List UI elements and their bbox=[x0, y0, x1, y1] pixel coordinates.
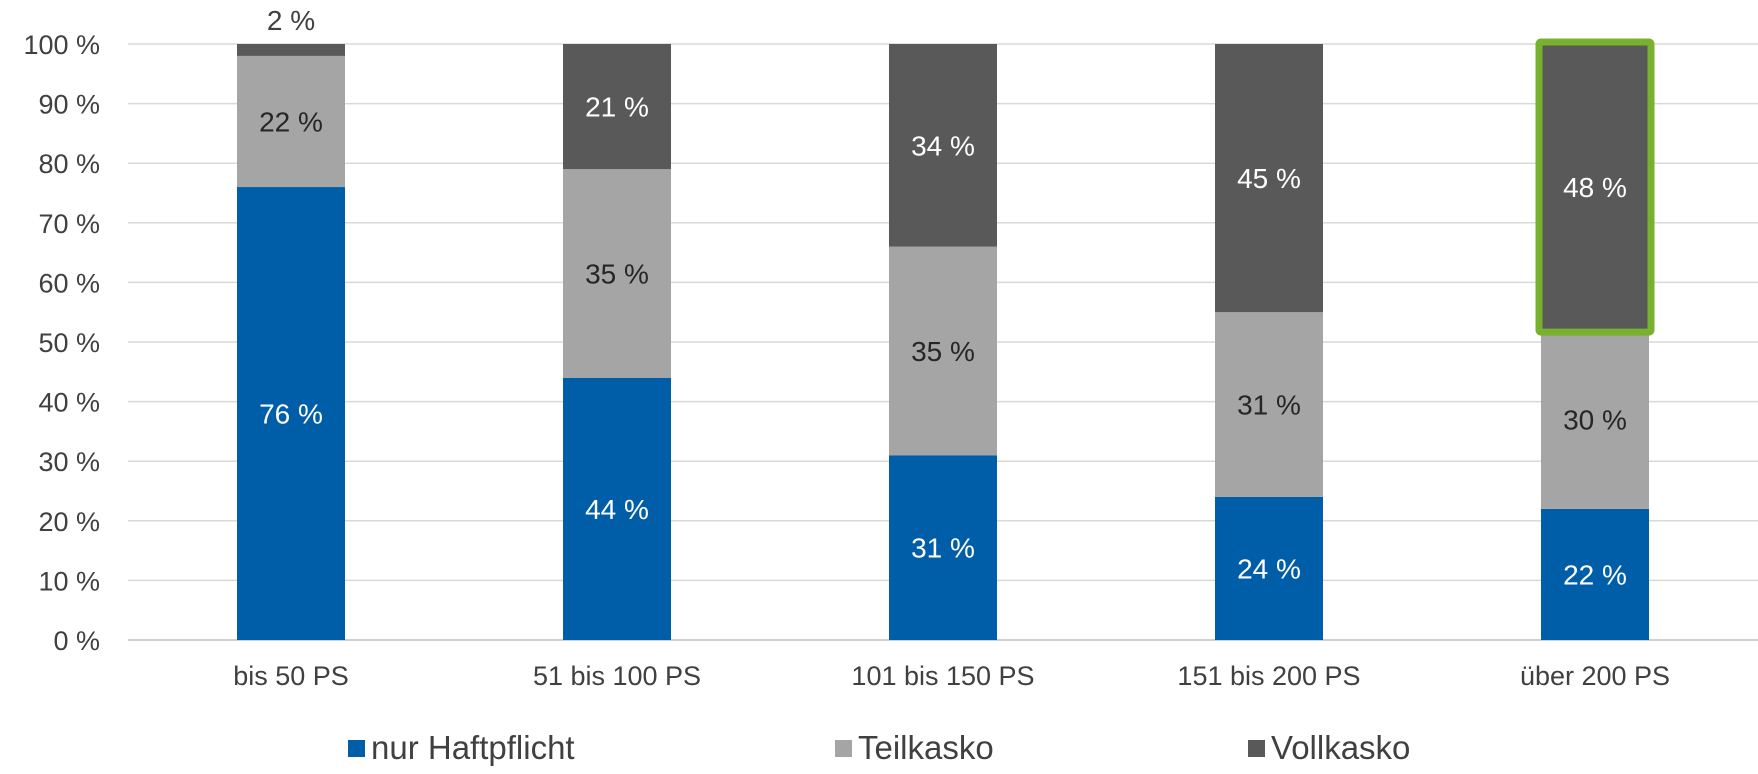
y-tick-label: 10 % bbox=[38, 566, 100, 596]
bar-vollkasko-151-bis-200-ps bbox=[1215, 44, 1323, 313]
y-tick-label: 90 % bbox=[38, 90, 100, 120]
y-tick-label: 30 % bbox=[38, 447, 100, 477]
x-axis-labels: bis 50 PS 51 bis 100 PS 101 bis 150 PS 151 … bbox=[233, 661, 1670, 691]
y-tick-label: 100 % bbox=[23, 30, 100, 60]
y-tick-label: 50 % bbox=[38, 328, 100, 358]
data-label-nur-haftpflicht-151-bis-200-ps: 24 % bbox=[1237, 553, 1301, 584]
bar-vollkasko-51-bis-100-ps bbox=[563, 44, 671, 170]
data-label-nur-haftpflicht-bis-50-ps: 76 % bbox=[259, 399, 323, 430]
y-tick-label: 60 % bbox=[38, 268, 100, 298]
data-label-teilkasko-ber-200-ps: 30 % bbox=[1563, 404, 1627, 435]
y-tick-label: 80 % bbox=[38, 149, 100, 179]
data-label-teilkasko-51-bis-100-ps: 35 % bbox=[585, 258, 649, 289]
bar-nur-haftpflicht-151-bis-200-ps bbox=[1215, 496, 1323, 640]
highlight-frame bbox=[1535, 38, 1655, 336]
data-label-teilkasko-bis-50-ps: 22 % bbox=[259, 106, 323, 137]
data-label-vollkasko-bis-50-ps: 2 % bbox=[267, 5, 315, 36]
data-label-vollkasko-101-bis-150-ps: 34 % bbox=[911, 130, 975, 161]
data-label-vollkasko-151-bis-200-ps: 45 % bbox=[1237, 163, 1301, 194]
legend-item-nur-haftpflicht: nur Haftpflicht bbox=[348, 726, 575, 770]
x-category-label: 51 bis 100 PS bbox=[533, 661, 701, 691]
y-tick-label: 70 % bbox=[38, 209, 100, 239]
bar-nur-haftpflicht-ber-200-ps bbox=[1541, 508, 1649, 640]
data-label-teilkasko-151-bis-200-ps: 31 % bbox=[1237, 390, 1301, 421]
legend-item-teilkasko: Teilkasko bbox=[835, 726, 994, 770]
legend-swatch-nur-haftpflicht bbox=[348, 739, 365, 757]
x-category-label: 101 bis 150 PS bbox=[851, 661, 1034, 691]
data-label-nur-haftpflicht-ber-200-ps: 22 % bbox=[1563, 559, 1627, 590]
bar-teilkasko-51-bis-100-ps bbox=[563, 169, 671, 378]
legend-swatch-vollkasko bbox=[1248, 739, 1265, 757]
legend-label-teilkasko: Teilkasko bbox=[858, 729, 994, 766]
data-label-vollkasko-51-bis-100-ps: 21 % bbox=[585, 92, 649, 123]
y-axis-ticks: 0 % 10 % 20 % 30 % 40 % 50 % 60 % 70 % 80 % 90 % 1… bbox=[23, 30, 100, 656]
data-label-nur-haftpflicht-51-bis-100-ps: 44 % bbox=[585, 494, 649, 525]
legend: nur Haftpflicht Teilkasko Vollkasko bbox=[0, 726, 1758, 770]
bar-teilkasko-ber-200-ps bbox=[1541, 330, 1649, 509]
data-label-teilkasko-101-bis-150-ps: 35 % bbox=[911, 336, 975, 367]
x-category-label: bis 50 PS bbox=[233, 661, 349, 691]
data-labels: 76 % 22 % 2 % 44 % 35 % 21 % 31 % 35 % 34 % 24 % 3… bbox=[259, 5, 1627, 590]
bar-teilkasko-151-bis-200-ps bbox=[1215, 312, 1323, 497]
data-label-nur-haftpflicht-101-bis-150-ps: 31 % bbox=[911, 533, 975, 564]
y-tick-label: 40 % bbox=[38, 388, 100, 418]
bar-teilkasko-101-bis-150-ps bbox=[889, 246, 997, 456]
y-tick-label: 20 % bbox=[38, 507, 100, 537]
data-label-vollkasko-ber-200-ps: 48 % bbox=[1563, 172, 1627, 203]
legend-item-vollkasko: Vollkasko bbox=[1248, 726, 1410, 770]
bar-vollkasko-101-bis-150-ps bbox=[889, 44, 997, 247]
x-category-label: 151 bis 200 PS bbox=[1177, 661, 1360, 691]
y-tick-label: 0 % bbox=[53, 626, 100, 656]
bar-nur-haftpflicht-101-bis-150-ps bbox=[889, 455, 997, 640]
bar-vollkasko-ber-200-ps bbox=[1541, 44, 1649, 331]
legend-label-vollkasko: Vollkasko bbox=[1271, 729, 1411, 766]
bars bbox=[237, 38, 1655, 641]
bar-nur-haftpflicht-51-bis-100-ps bbox=[563, 377, 671, 640]
bar-nur-haftpflicht-bis-50-ps bbox=[237, 187, 345, 641]
legend-label-nur-haftpflicht: nur Haftpflicht bbox=[371, 729, 575, 766]
bar-teilkasko-bis-50-ps bbox=[237, 55, 345, 188]
stacked-bar-chart: 0 % 10 % 20 % 30 % 40 % 50 % 60 % 70 % 80 % 90 % 1… bbox=[23, 5, 1758, 691]
x-category-label: über 200 PS bbox=[1520, 661, 1670, 691]
legend-swatch-teilkasko bbox=[835, 739, 852, 757]
bar-vollkasko-bis-50-ps bbox=[237, 44, 345, 56]
